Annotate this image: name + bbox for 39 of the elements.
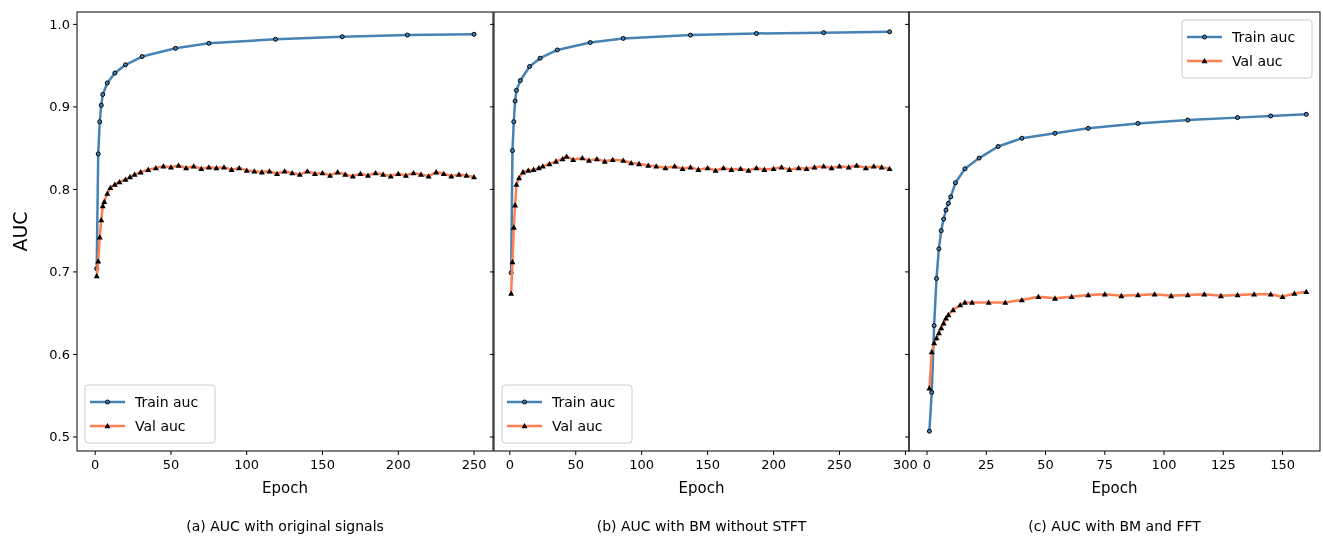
legend-label: Train auc [134, 394, 199, 410]
x-axis-title: Epoch [678, 479, 725, 497]
x-tick-label: 150 [1270, 457, 1295, 472]
x-tick-label: 0 [922, 457, 932, 472]
x-tick-label: 125 [1210, 457, 1236, 472]
x-tick-label: 200 [385, 457, 411, 472]
x-tick-label: 100 [1151, 457, 1177, 472]
x-tick-label: 200 [761, 457, 786, 472]
y-tick-label: 0.6 [49, 346, 70, 362]
legend-label: Val auc [135, 418, 186, 434]
x-tick-label: 50 [567, 457, 585, 472]
x-tick-label: 100 [234, 457, 260, 472]
y-tick-label: 1.0 [49, 16, 70, 32]
legend-label: Val auc [552, 418, 603, 434]
x-tick-label: 25 [978, 457, 995, 472]
legend-label: Val auc [1232, 53, 1283, 69]
x-tick-label: 150 [695, 457, 721, 472]
y-tick-label: 0.7 [49, 264, 70, 280]
y-tick-label: 0.8 [49, 181, 70, 197]
x-tick-label: 250 [461, 457, 487, 472]
x-tick-label: 100 [629, 457, 655, 472]
y-tick-label: 0.9 [49, 99, 70, 115]
x-tick-label: 250 [827, 457, 852, 472]
legend-label: Train auc [1231, 29, 1296, 45]
x-axis-title: Epoch [1091, 479, 1138, 497]
x-tick-label: 50 [1037, 457, 1054, 472]
x-tick-label: 50 [162, 457, 180, 472]
x-tick-label: 300 [893, 457, 918, 472]
x-axis-title: Epoch [262, 479, 308, 497]
text: (c) AUC with BM and FFT [1028, 518, 1202, 534]
x-tick-label: 150 [310, 457, 335, 472]
x-tick-label: 0 [91, 457, 100, 472]
x-tick-label: 0 [505, 457, 514, 472]
text: (b) AUC with BM without STFT [596, 518, 807, 534]
legend-label: Train auc [551, 394, 616, 410]
text: (a) AUC with original signals [186, 518, 384, 534]
y-tick-label: 0.5 [49, 429, 70, 445]
y-axis-title: AUC [9, 211, 31, 252]
x-tick-label: 75 [1096, 457, 1114, 472]
